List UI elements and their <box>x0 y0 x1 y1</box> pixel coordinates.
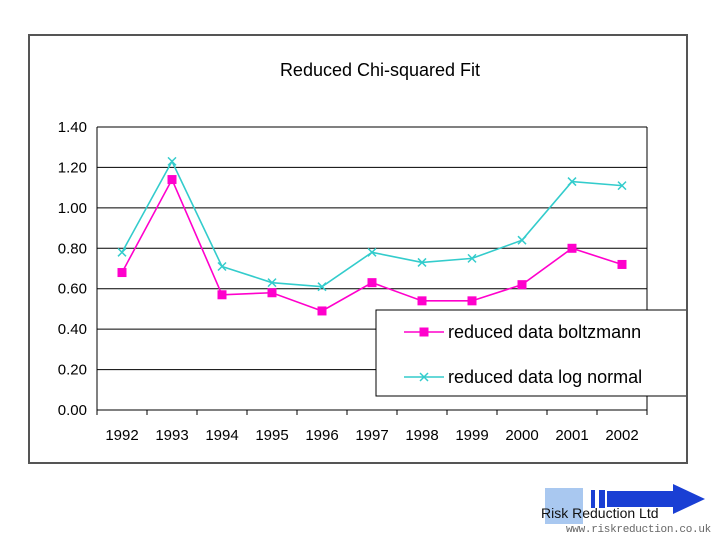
data-point-square <box>617 259 627 269</box>
x-tick-label: 2002 <box>605 427 638 444</box>
data-point-square <box>367 278 377 288</box>
data-point-x <box>517 235 527 245</box>
x-tick-label: 1999 <box>455 427 488 444</box>
data-point-x <box>367 247 377 257</box>
data-point-x <box>317 282 327 292</box>
data-point-square <box>419 327 429 337</box>
y-tick-label: 0.40 <box>58 321 87 338</box>
data-point-square <box>517 280 527 290</box>
y-tick-label: 0.60 <box>58 281 87 298</box>
chart-title: Reduced Chi-squared Fit <box>280 60 480 80</box>
series-line-boltzmann <box>121 177 623 312</box>
y-tick-label: 1.40 <box>58 119 87 136</box>
y-tick-label: 1.00 <box>58 200 87 217</box>
data-point-x <box>167 156 177 166</box>
chart-svg: Reduced Chi-squared Fit 0.00 0.20 0.40 0.60… <box>58 60 686 444</box>
data-point-x <box>617 181 627 191</box>
data-point-square <box>567 243 577 253</box>
y-tick-label: 0.00 <box>58 402 87 419</box>
data-point-square <box>217 290 227 300</box>
company-name: Risk Reduction Ltd <box>541 505 659 521</box>
data-point-x <box>217 261 227 272</box>
series-layer <box>117 156 627 316</box>
data-point-square <box>417 296 427 306</box>
data-point-square <box>317 306 327 316</box>
x-tick-label: 1996 <box>305 427 338 444</box>
legend-label: reduced data log normal <box>448 367 642 387</box>
y-tick-label: 0.80 <box>58 240 87 257</box>
axis-layer: 0.00 0.20 0.40 0.60 0.80 1.00 1.20 1.40 1992 1993… <box>58 119 648 444</box>
data-point-x <box>417 257 427 267</box>
data-point-square <box>117 268 127 278</box>
chart-legend: reduced data boltzmann reduced data log n… <box>375 309 686 397</box>
legend-box <box>375 309 686 397</box>
data-point-x <box>467 253 477 263</box>
legend-label: reduced data boltzmann <box>448 322 641 342</box>
data-point-x <box>419 372 429 382</box>
y-tick-label: 1.20 <box>58 159 87 176</box>
data-point-square <box>467 296 477 306</box>
data-point-square <box>167 175 177 185</box>
y-tick-label: 0.20 <box>58 362 87 379</box>
data-point-x <box>567 177 577 187</box>
arrow-logo-icon <box>545 484 705 524</box>
grid-layer <box>97 126 647 411</box>
x-tick-label: 1998 <box>405 427 438 444</box>
x-tick-label: 1995 <box>255 427 288 444</box>
chart-frame: Reduced Chi-squared Fit 0.00 0.20 0.40 0.60… <box>28 34 688 464</box>
x-tick-label: 2000 <box>505 427 538 444</box>
series-line-log-normal <box>121 159 623 288</box>
company-url: www.riskreduction.co.uk <box>566 524 711 536</box>
x-tick-label: 2001 <box>555 427 588 444</box>
data-point-x <box>117 247 127 257</box>
x-tick-label: 1993 <box>155 427 188 444</box>
data-point-square <box>267 288 277 298</box>
x-tick-label: 1997 <box>355 427 388 444</box>
x-tick-label: 1992 <box>105 427 138 444</box>
x-tick-label: 1994 <box>205 427 238 444</box>
data-point-x <box>267 278 277 288</box>
